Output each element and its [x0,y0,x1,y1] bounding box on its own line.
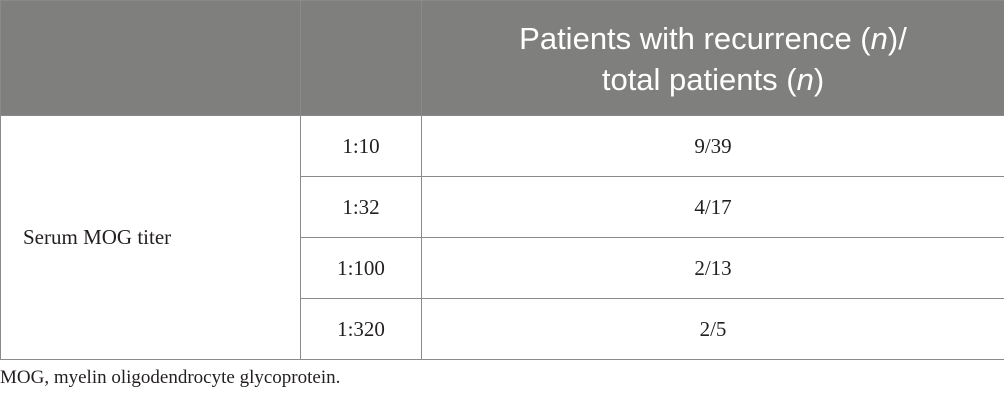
header-cell-empty-1 [0,0,301,116]
table-footnote: MOG, myelin oligodendrocyte glycoprotein… [0,367,341,388]
header-line2-prefix: total patients ( [601,62,797,97]
titer-cell: 1:10 [300,115,422,177]
header-line1-prefix: Patients with recurrence ( [519,21,871,56]
header-line1-italic: n [870,21,888,56]
table-body: Serum MOG titer 1:10 9/39 1:32 4/17 1:10… [0,115,1004,360]
header-line2-italic: n [796,62,814,97]
table-row: Serum MOG titer 1:10 9/39 [0,115,1004,360]
titer-cell: 1:100 [300,237,422,299]
table-header: Patients with recurrence (n)/ total pati… [0,0,1004,116]
header-cell-recurrence: Patients with recurrence (n)/ total pati… [421,0,1004,116]
table-row: 1:32 4/17 [1,176,1004,238]
table-row: 1:320 2/5 [1,298,1004,360]
header-line1-suffix: )/ [887,21,907,56]
titer-cell: 1:32 [300,176,422,238]
titer-cell: 1:320 [300,298,422,360]
group-label-cell: Serum MOG titer [0,115,301,360]
header-line2-suffix: ) [813,62,825,97]
header-row: Patients with recurrence (n)/ total pati… [0,0,1004,116]
ratio-cell: 4/17 [421,176,1004,238]
ratio-cell: 2/13 [421,237,1004,299]
ratio-cell: 9/39 [421,115,1004,177]
ratio-cell: 2/5 [421,298,1004,360]
header-cell-empty-2 [300,0,422,116]
data-table: Patients with recurrence (n)/ total pati… [0,0,1004,360]
